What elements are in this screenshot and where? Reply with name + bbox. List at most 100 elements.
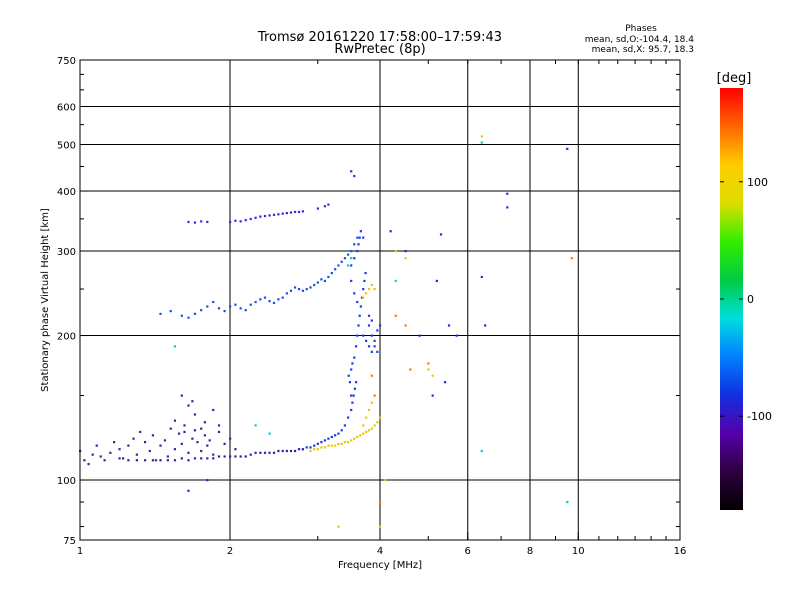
colorbar-label: [deg] — [717, 71, 752, 86]
data-point — [343, 424, 347, 427]
data-point — [367, 288, 371, 291]
data-point — [229, 455, 232, 458]
data-point — [91, 453, 94, 456]
data-point — [360, 296, 364, 299]
data-point — [200, 457, 203, 460]
data-point — [244, 309, 247, 312]
x-tick-label: 8 — [527, 546, 533, 557]
data-point — [293, 449, 297, 453]
data-point — [320, 441, 323, 444]
data-point — [384, 479, 387, 482]
data-point — [427, 362, 430, 365]
data-point — [193, 429, 197, 432]
x-axis-label: Frequency [MHz] — [338, 560, 422, 571]
x-tick-label: 4 — [377, 546, 383, 557]
data-point — [353, 387, 356, 390]
y-tick-label: 400 — [57, 187, 76, 198]
data-point — [234, 303, 237, 306]
data-point — [506, 206, 509, 209]
data-point — [208, 439, 211, 442]
chart-title: Tromsø 20161220 17:58:00–17:59:43 — [257, 30, 502, 45]
y-tick-label: 200 — [57, 332, 76, 343]
data-point — [370, 427, 373, 430]
data-point — [337, 264, 340, 267]
data-point — [95, 444, 98, 447]
data-point — [327, 203, 330, 206]
data-point — [191, 437, 194, 440]
data-point — [356, 300, 359, 304]
data-point — [193, 413, 197, 416]
data-point — [435, 279, 438, 283]
data-point — [159, 459, 162, 462]
data-point — [359, 305, 362, 308]
data-point — [206, 457, 209, 460]
data-point — [364, 271, 367, 275]
data-point — [289, 449, 293, 453]
data-point — [362, 236, 365, 239]
data-point — [353, 356, 356, 359]
data-point — [293, 286, 297, 289]
data-point — [570, 257, 573, 260]
data-point — [370, 283, 373, 287]
data-point — [323, 205, 327, 208]
y-tick-label: 500 — [57, 141, 76, 152]
data-point — [244, 455, 247, 458]
data-point — [254, 300, 257, 304]
data-point — [323, 439, 327, 442]
data-point — [234, 455, 237, 458]
data-point — [301, 448, 305, 451]
data-point — [285, 292, 288, 295]
data-point — [418, 334, 421, 337]
data-point — [362, 288, 365, 291]
data-point — [180, 394, 183, 397]
x-tick-label: 16 — [674, 546, 687, 557]
data-point — [206, 305, 209, 308]
y-tick-label: 75 — [63, 536, 76, 547]
data-point — [239, 307, 242, 310]
data-point — [268, 432, 271, 435]
colorbar-ticks: 100 0 -100 — [720, 176, 772, 423]
data-point — [229, 305, 232, 308]
x-tick-label: 6 — [465, 546, 471, 557]
data-point — [249, 453, 252, 456]
y-tick-label: 600 — [57, 103, 76, 114]
data-point — [206, 479, 209, 482]
data-point — [330, 444, 333, 447]
data-point — [350, 408, 353, 412]
axes: 1 2 4 6 8 10 16 75 100 200 300 400 500 600 750 — [57, 56, 686, 557]
data-point — [305, 288, 308, 291]
data-point — [350, 170, 353, 173]
data-point — [373, 288, 376, 291]
data-point — [281, 449, 284, 453]
data-point — [268, 451, 271, 454]
data-point — [254, 451, 257, 454]
data-point — [340, 429, 343, 432]
data-point — [337, 442, 340, 445]
data-point — [353, 243, 356, 246]
data-point — [166, 455, 169, 458]
data-point — [139, 430, 142, 434]
data-point — [337, 432, 340, 435]
data-point — [109, 451, 112, 454]
data-point — [135, 453, 138, 456]
data-point — [362, 432, 365, 435]
data-point — [217, 430, 221, 434]
data-point — [367, 314, 371, 317]
data-point — [334, 268, 337, 271]
data-point — [281, 212, 284, 215]
data-point — [348, 381, 352, 384]
data-point — [203, 434, 206, 437]
y-axis-label: Stationary phase Virtual Height [km] — [40, 208, 51, 392]
data-point — [365, 430, 368, 434]
data-point — [359, 434, 362, 437]
data-point — [272, 451, 276, 454]
data-point — [173, 459, 177, 462]
y-tick-label: 300 — [57, 247, 76, 258]
data-point — [200, 449, 203, 453]
data-point — [343, 257, 347, 260]
data-point — [409, 368, 412, 371]
data-point — [259, 298, 262, 301]
data-point — [159, 444, 162, 447]
data-point — [229, 220, 232, 224]
data-point — [362, 334, 365, 337]
